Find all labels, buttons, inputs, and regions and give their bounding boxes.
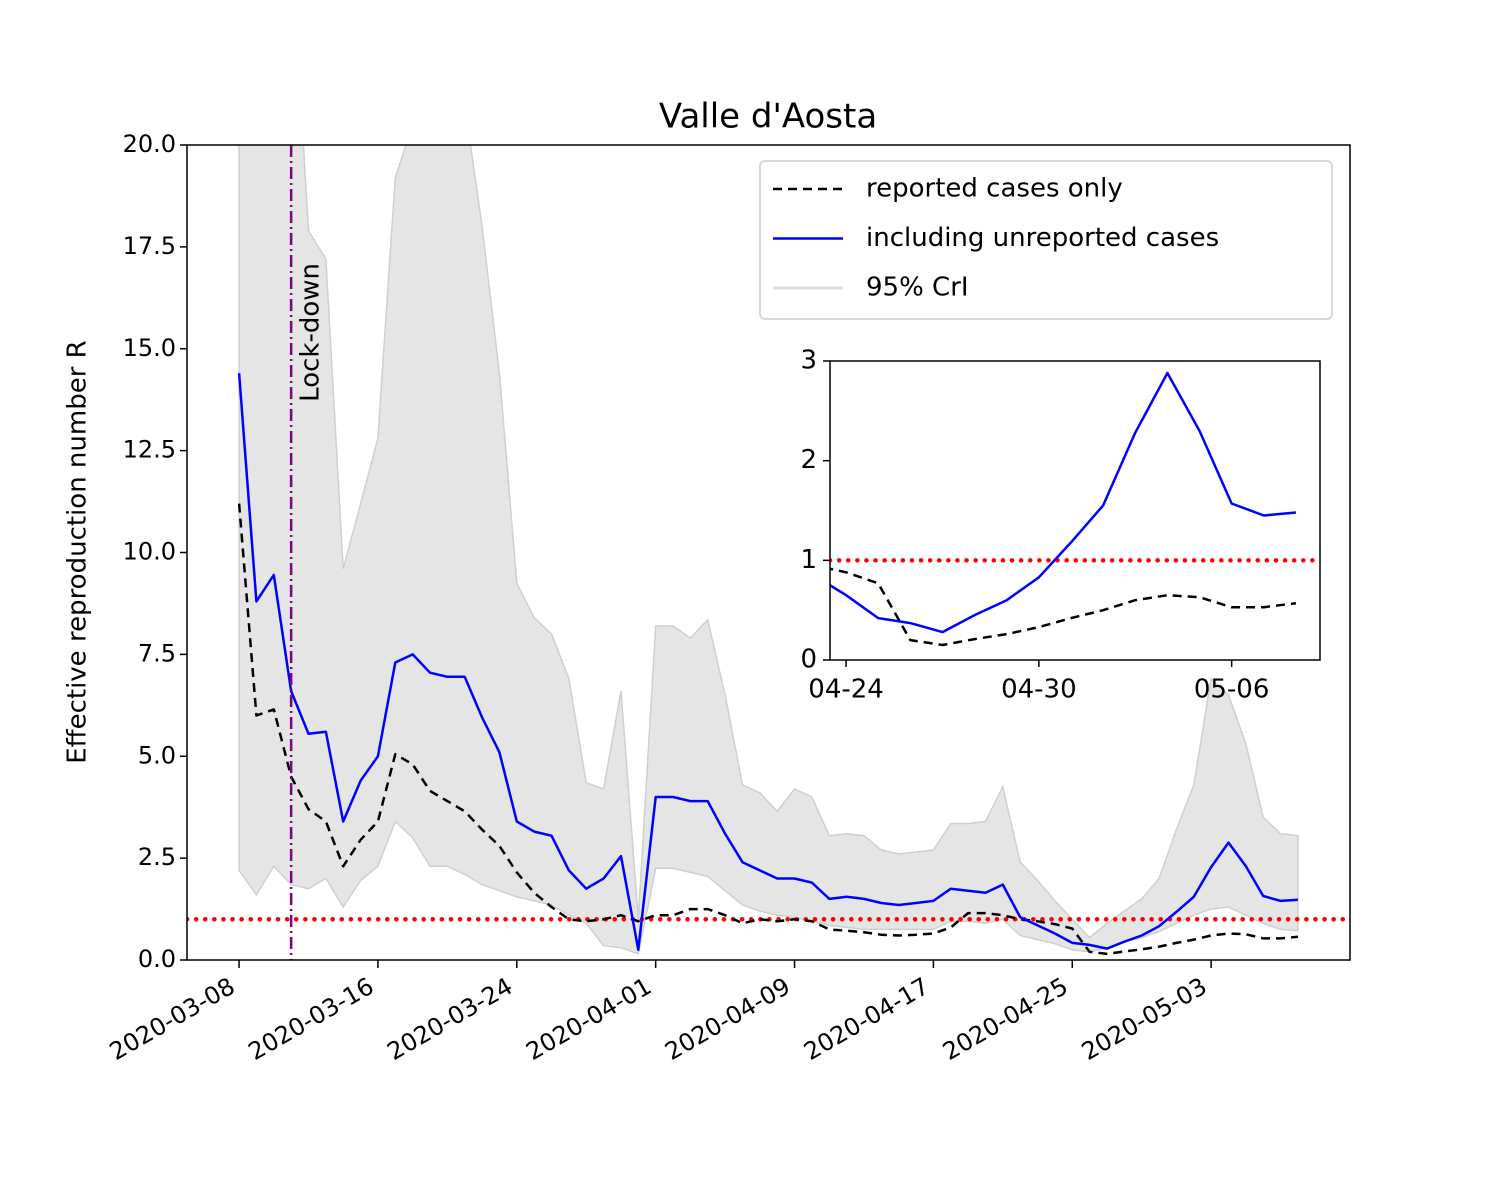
x-tick-label: 2020-04-17 xyxy=(799,972,934,1066)
x-tick-label: 2020-03-08 xyxy=(105,972,240,1066)
y-tick-label: 7.5 xyxy=(138,639,176,667)
y-tick-label: 2.5 xyxy=(138,843,176,871)
inset-background xyxy=(830,361,1320,660)
series-line xyxy=(830,567,1297,647)
x-tick-label: 2020-04-01 xyxy=(521,972,656,1066)
legend: reported cases only including unreported … xyxy=(759,160,1333,320)
y-tick-label: 20.0 xyxy=(123,130,176,158)
inset-x-tick-label: 04-30 xyxy=(1001,675,1077,705)
legend-label: reported cases only xyxy=(866,174,1123,204)
x-tick-label: 2020-05-03 xyxy=(1077,972,1212,1066)
y-axis-label: Effective reproduction number R xyxy=(63,340,93,764)
legend-label: 95% CrI xyxy=(866,273,969,303)
inset: 0 1 2 3 04-24 04-30 05-06 xyxy=(800,346,1321,705)
y-tick-label: 17.5 xyxy=(123,232,176,260)
chart-title: Valle d'Aosta xyxy=(659,97,877,137)
series-line xyxy=(237,503,1299,956)
inset-y-tick-label: 2 xyxy=(800,445,817,475)
inset-x-tick-label: 05-06 xyxy=(1194,675,1270,705)
x-tick-label: 2020-03-24 xyxy=(383,972,518,1066)
y-tick-label: 10.0 xyxy=(123,538,176,566)
inset-y-tick-label: 0 xyxy=(800,645,817,675)
legend-label: including unreported cases xyxy=(866,223,1219,253)
inset-x-tick-label: 04-24 xyxy=(808,675,884,705)
series-line xyxy=(237,373,1298,952)
inset-plot-area xyxy=(830,371,1320,647)
series-line xyxy=(830,371,1297,634)
x-tick-label: 2020-04-09 xyxy=(660,972,795,1066)
x-tick-label: 2020-03-16 xyxy=(244,972,379,1066)
x-tick-label: 2020-04-25 xyxy=(938,972,1073,1066)
y-tick-label: 12.5 xyxy=(123,436,176,464)
event-label: Lock-down xyxy=(296,263,326,402)
legend-box xyxy=(759,160,1333,320)
inset-frame xyxy=(829,360,1321,661)
inset-y-tick-label: 3 xyxy=(800,346,817,376)
y-tick-label: 15.0 xyxy=(123,334,176,362)
y-tick-label: 0.0 xyxy=(138,945,176,973)
inset-y-tick-label: 1 xyxy=(800,545,817,575)
plot-area xyxy=(187,145,1350,960)
y-tick-label: 5.0 xyxy=(138,741,176,769)
